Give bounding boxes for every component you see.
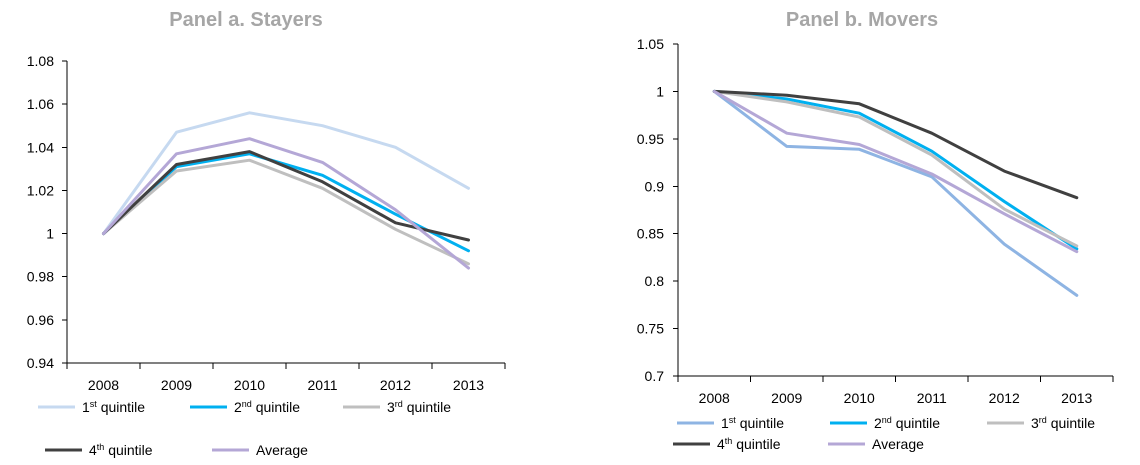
x-tick-label: 2010 bbox=[844, 390, 875, 406]
series-line-5 bbox=[102, 137, 470, 270]
x-tick-label: 2010 bbox=[234, 377, 265, 393]
y-tick-label: 1.05 bbox=[637, 36, 664, 52]
legend-item: Average bbox=[828, 436, 924, 452]
legend-label: Average bbox=[256, 442, 308, 458]
legend-item: 1st quintile bbox=[38, 399, 145, 415]
legend-item: 3rd quintile bbox=[987, 415, 1095, 431]
chart-panel-2: Panel b. Movers 0.7 0.75 0.8 0.85 0.9 0.95 1 1.0… bbox=[637, 9, 1114, 452]
chart-panel-1: Panel a. Stayers 0.94 0.96 0.98 1 1.02 1.04 1.0… bbox=[27, 9, 506, 458]
y-tick-label: 0.9 bbox=[645, 178, 665, 194]
x-tick-label: 2011 bbox=[917, 390, 947, 406]
series-line-4 bbox=[102, 150, 470, 242]
legend-item: 2nd quintile bbox=[830, 415, 940, 431]
chart-title: Panel b. Movers bbox=[786, 9, 938, 31]
y-tick-label: 0.98 bbox=[27, 269, 54, 285]
y-tick-label: 0.8 bbox=[645, 273, 665, 289]
series-line-3 bbox=[102, 158, 470, 266]
legend-label: Average bbox=[872, 436, 924, 452]
legend-label: 3rd quintile bbox=[1031, 415, 1095, 431]
x-tick-label: 2013 bbox=[453, 377, 484, 393]
y-tick-label: 1.06 bbox=[27, 96, 54, 112]
legend-label: 4th quintile bbox=[89, 442, 153, 458]
legend-label: 1st quintile bbox=[82, 399, 145, 415]
series-line-3 bbox=[712, 89, 1079, 248]
legend-item: 1st quintile bbox=[677, 415, 784, 431]
series-line-2 bbox=[102, 152, 470, 253]
y-tick-label: 0.96 bbox=[27, 312, 54, 328]
legend-label: 4th quintile bbox=[717, 436, 781, 452]
y-tick-label: 0.94 bbox=[27, 355, 54, 371]
legend-item: 2nd quintile bbox=[190, 399, 300, 415]
legend-label: 2nd quintile bbox=[874, 415, 940, 431]
series-line-2 bbox=[712, 89, 1079, 251]
y-tick-label: 1 bbox=[656, 83, 664, 99]
series-line-1 bbox=[102, 111, 470, 236]
legend-label: 3rd quintile bbox=[387, 399, 451, 415]
series-line-5 bbox=[712, 89, 1079, 254]
y-tick-label: 1 bbox=[46, 226, 54, 242]
x-tick-label: 2012 bbox=[380, 377, 411, 393]
x-tick-label: 2009 bbox=[771, 390, 802, 406]
y-tick-label: 0.85 bbox=[637, 226, 664, 242]
x-tick-label: 2013 bbox=[1061, 390, 1092, 406]
x-tick-label: 2009 bbox=[161, 377, 192, 393]
series-line-1 bbox=[712, 89, 1079, 297]
y-tick-label: 1.02 bbox=[27, 182, 54, 198]
series-line-4 bbox=[712, 89, 1079, 200]
legend-item: 4th quintile bbox=[45, 442, 153, 458]
x-tick-label: 2008 bbox=[699, 390, 730, 406]
y-tick-label: 0.75 bbox=[637, 321, 664, 337]
x-tick-label: 2012 bbox=[989, 390, 1020, 406]
chart-title: Panel a. Stayers bbox=[169, 9, 322, 31]
legend-item: 4th quintile bbox=[673, 436, 781, 452]
y-tick-label: 0.7 bbox=[645, 368, 665, 384]
y-tick-label: 1.08 bbox=[27, 53, 54, 69]
x-tick-label: 2008 bbox=[88, 377, 119, 393]
y-tick-label: 0.95 bbox=[637, 131, 664, 147]
legend-item: Average bbox=[212, 442, 308, 458]
legend-item: 3rd quintile bbox=[343, 399, 451, 415]
legend-label: 1st quintile bbox=[721, 415, 784, 431]
x-tick-label: 2011 bbox=[307, 377, 337, 393]
legend-label: 2nd quintile bbox=[234, 399, 300, 415]
y-tick-label: 1.04 bbox=[27, 139, 54, 155]
